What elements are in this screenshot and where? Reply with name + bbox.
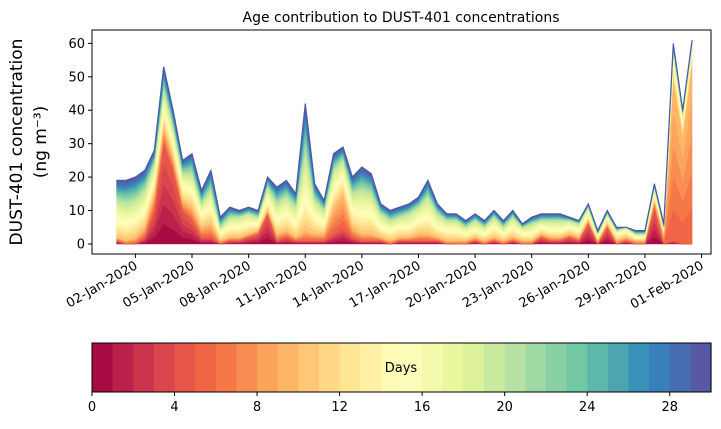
colorbar-tick-label: 4: [170, 400, 178, 415]
colorbar-band: [380, 343, 403, 392]
colorbar-band: [215, 343, 238, 392]
y-tick-label: 10: [68, 204, 85, 219]
colorbar-band: [360, 343, 382, 392]
colorbar-band: [649, 343, 671, 392]
colorbar-band: [339, 343, 361, 392]
colorbar-band: [525, 343, 547, 392]
y-axis: 0 10 20 30 40 50 60: [68, 37, 92, 252]
colorbar-band: [607, 343, 630, 392]
colorbar-band: [566, 343, 588, 392]
colorbar-tick-label: 0: [88, 400, 96, 415]
colorbar: 0 4 8 12 16 20 24 28: [88, 342, 712, 415]
colorbar-band: [545, 343, 568, 392]
colorbar-label: Days: [385, 361, 418, 376]
plot-frame: [91, 29, 712, 255]
colorbar-band: [112, 343, 134, 392]
colorbar-band: [422, 343, 444, 392]
colorbar-band: [133, 343, 155, 392]
colorbar-band: [277, 343, 299, 392]
colorbar-band: [195, 343, 217, 392]
colorbar-frame: [91, 342, 712, 393]
colorbar-band: [236, 343, 258, 392]
colorbar-band: [463, 343, 485, 392]
colorbar-band: [669, 343, 691, 392]
y-tick-label: 30: [68, 137, 85, 152]
y-tick-label: 0: [77, 237, 85, 252]
colorbar-tick-label: 20: [496, 400, 513, 415]
stacked-areas: [116, 39, 693, 245]
chart-title: Age contribution to DUST-401 concentrati…: [243, 10, 560, 26]
colorbar-tick-label: 28: [661, 400, 678, 415]
y-axis-label: DUST-401 concentration: [7, 39, 27, 246]
colorbar-band: [442, 343, 464, 392]
colorbar-band: [690, 343, 712, 392]
y-tick-label: 50: [68, 70, 85, 85]
colorbar-tick-label: 8: [253, 400, 261, 415]
colorbar-band: [484, 343, 506, 392]
total-line: [116, 39, 693, 233]
colorbar-band: [298, 343, 320, 392]
colorbar-band: [628, 343, 650, 392]
colorbar-band: [257, 343, 279, 392]
colorbar-band: [401, 343, 423, 392]
colorbar-tick-label: 16: [414, 400, 431, 415]
colorbar-tick-label: 24: [579, 400, 596, 415]
colorbar-band: [174, 343, 196, 392]
y-tick-label: 20: [68, 171, 85, 186]
x-axis: 02-Jan-202005-Jan-202008-Jan-202011-Jan-…: [64, 254, 707, 312]
colorbar-band: [92, 343, 114, 392]
colorbar-tick-label: 12: [331, 400, 348, 415]
colorbar-band: [504, 343, 526, 392]
y-tick-label: 40: [68, 104, 85, 119]
colorbar-band: [587, 343, 609, 392]
colorbar-band: [318, 343, 341, 392]
y-axis-unit: (ng m⁻³): [31, 106, 51, 179]
y-tick-label: 60: [68, 37, 85, 52]
colorbar-band: [153, 343, 176, 392]
